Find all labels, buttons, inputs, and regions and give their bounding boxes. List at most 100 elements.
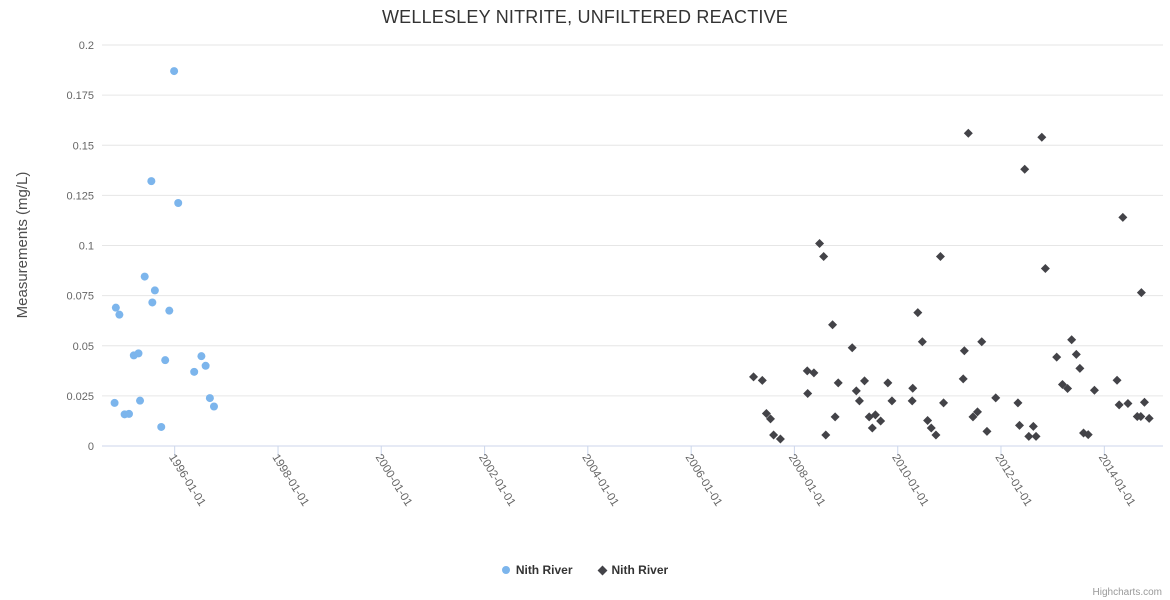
data-point-series-1[interactable]	[136, 396, 145, 405]
data-point-series-1[interactable]	[190, 367, 199, 376]
data-point-series-2[interactable]	[1112, 375, 1122, 385]
data-point-series-2[interactable]	[963, 128, 973, 138]
data-point-series-2[interactable]	[769, 430, 779, 440]
data-point-series-1[interactable]	[205, 394, 214, 403]
data-point-series-1[interactable]	[201, 361, 210, 370]
data-point-series-2[interactable]	[982, 426, 992, 436]
data-point-series-2[interactable]	[1052, 352, 1062, 362]
data-point-series-1[interactable]	[140, 272, 149, 281]
data-point-series-1[interactable]	[134, 349, 143, 358]
x-axis-tick-label: 2006-01-01	[683, 452, 724, 508]
x-axis-tick-label: 2008-01-01	[786, 452, 827, 508]
data-point-series-2[interactable]	[833, 378, 843, 388]
data-point-series-1[interactable]	[110, 398, 119, 407]
data-point-series-1[interactable]	[161, 356, 170, 365]
data-point-series-2[interactable]	[847, 343, 857, 353]
data-point-series-1[interactable]	[150, 286, 159, 295]
data-point-series-2[interactable]	[749, 372, 759, 382]
data-point-series-2[interactable]	[1020, 164, 1030, 174]
data-point-series-2[interactable]	[821, 430, 831, 440]
data-point-series-2[interactable]	[883, 378, 893, 388]
data-point-series-2[interactable]	[1031, 431, 1041, 441]
data-point-series-2[interactable]	[860, 376, 870, 386]
data-point-series-2[interactable]	[870, 410, 880, 420]
data-point-series-2[interactable]	[1139, 397, 1149, 407]
x-axis-tick-label: 2002-01-01	[476, 452, 517, 508]
data-point-series-2[interactable]	[1037, 132, 1047, 142]
y-axis-tick-label: 0.025	[66, 391, 94, 403]
data-point-series-2[interactable]	[1136, 412, 1146, 422]
data-point-series-1[interactable]	[125, 409, 134, 418]
data-point-series-1[interactable]	[111, 303, 120, 312]
data-point-series-2[interactable]	[991, 393, 1001, 403]
data-point-series-2[interactable]	[1024, 431, 1034, 441]
data-point-series-1[interactable]	[147, 177, 156, 186]
data-point-series-2[interactable]	[828, 320, 838, 330]
data-point-series-2[interactable]	[775, 434, 785, 444]
credits-link[interactable]: Highcharts.com	[1092, 587, 1162, 598]
data-point-series-2[interactable]	[1063, 383, 1073, 393]
legend-item-series-2[interactable]: Nith River	[597, 563, 668, 577]
data-point-series-2[interactable]	[809, 368, 819, 378]
data-point-series-1[interactable]	[115, 310, 124, 319]
data-point-series-2[interactable]	[977, 337, 987, 347]
data-point-series-2[interactable]	[851, 386, 861, 396]
data-point-series-2[interactable]	[968, 412, 978, 422]
data-point-series-2[interactable]	[815, 238, 825, 248]
data-point-series-2[interactable]	[803, 388, 813, 398]
data-point-series-2[interactable]	[972, 407, 982, 417]
data-point-series-2[interactable]	[913, 308, 923, 318]
data-point-series-2[interactable]	[867, 423, 877, 433]
data-point-series-2[interactable]	[830, 412, 840, 422]
y-axis-tick-label: 0.2	[79, 40, 94, 52]
data-point-series-2[interactable]	[819, 252, 829, 262]
data-point-series-2[interactable]	[1089, 385, 1099, 395]
data-point-series-2[interactable]	[1144, 413, 1154, 423]
y-axis-tick-label: 0	[88, 441, 94, 453]
data-point-series-2[interactable]	[1014, 420, 1024, 430]
data-point-series-2[interactable]	[761, 409, 771, 419]
data-point-series-2[interactable]	[1013, 398, 1023, 408]
data-point-series-2[interactable]	[1071, 349, 1081, 359]
y-axis-tick-label: 0.125	[66, 190, 94, 202]
data-point-series-1[interactable]	[165, 306, 174, 315]
data-point-series-2[interactable]	[959, 346, 969, 356]
data-point-series-2[interactable]	[1028, 421, 1038, 431]
y-axis-title: Measurements (mg/L)	[14, 171, 31, 319]
data-point-series-2[interactable]	[917, 337, 927, 347]
data-point-series-2[interactable]	[939, 398, 949, 408]
data-point-series-2[interactable]	[876, 416, 886, 426]
data-point-series-2[interactable]	[958, 374, 968, 384]
x-axis-tick-label: 1996-01-01	[166, 452, 207, 508]
legend-label: Nith River	[515, 563, 573, 577]
data-point-series-2[interactable]	[1075, 363, 1085, 373]
data-point-series-1[interactable]	[148, 298, 157, 307]
data-point-series-2[interactable]	[1067, 335, 1077, 345]
data-point-series-2[interactable]	[1057, 379, 1067, 389]
data-point-series-2[interactable]	[1136, 288, 1146, 298]
data-point-series-1[interactable]	[209, 402, 218, 411]
data-point-series-1[interactable]	[170, 67, 179, 76]
data-point-series-2[interactable]	[802, 366, 812, 376]
legend-item-series-1[interactable]: Nith River	[501, 563, 573, 577]
x-axis-tick-label: 1998-01-01	[269, 452, 310, 508]
data-point-series-2[interactable]	[935, 252, 945, 262]
data-point-series-1[interactable]	[157, 422, 166, 431]
data-point-series-2[interactable]	[931, 430, 941, 440]
data-point-series-2[interactable]	[765, 414, 775, 424]
data-point-series-2[interactable]	[1114, 400, 1124, 410]
data-point-series-2[interactable]	[887, 396, 897, 406]
data-point-series-1[interactable]	[174, 198, 183, 207]
data-point-series-2[interactable]	[1118, 212, 1128, 222]
data-point-series-2[interactable]	[1040, 264, 1050, 274]
data-point-series-2[interactable]	[908, 383, 918, 393]
data-point-series-2[interactable]	[1083, 430, 1093, 440]
data-point-series-2[interactable]	[926, 423, 936, 433]
data-point-series-2[interactable]	[854, 396, 864, 406]
data-point-series-1[interactable]	[197, 352, 206, 361]
data-point-series-2[interactable]	[907, 396, 917, 406]
data-point-series-2[interactable]	[923, 416, 933, 426]
data-point-series-2[interactable]	[1123, 398, 1133, 408]
data-point-series-2[interactable]	[757, 375, 767, 385]
